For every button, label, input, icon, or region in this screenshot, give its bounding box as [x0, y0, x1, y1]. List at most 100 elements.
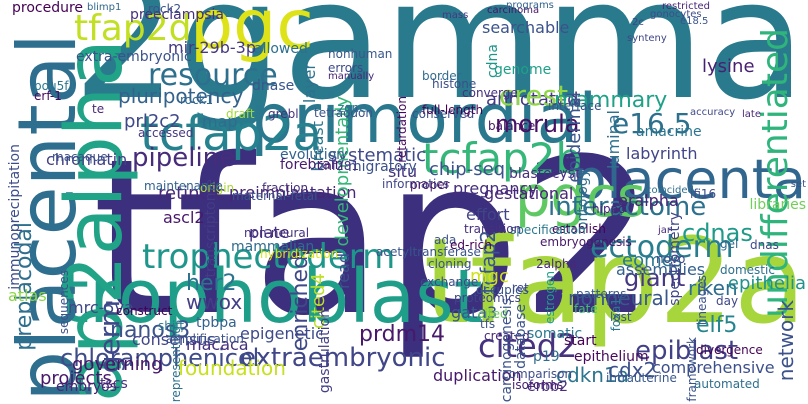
word-histone: histone	[432, 77, 477, 91]
word-converge: converge	[462, 86, 518, 100]
word-duplication: duplication	[433, 366, 522, 385]
word-hippo: hippo	[592, 202, 626, 216]
word-systematic: systematic	[328, 145, 427, 166]
word-maintenance: maintenance	[144, 179, 223, 193]
word-dnas: dnas	[750, 238, 779, 252]
word-somatic: somatic	[527, 326, 583, 342]
word-carcinoma: carcinoma	[487, 5, 540, 16]
word-wwox: wwox	[186, 290, 243, 314]
word-establish: establish	[552, 222, 606, 236]
word-erf-1: erf-1	[34, 89, 62, 103]
word-balance: balance	[488, 119, 536, 133]
word-epithelium: epithelium	[574, 349, 649, 365]
word-nanos3: nanos3	[110, 318, 191, 343]
word-ret: ret	[512, 281, 529, 295]
word-amplification: amplification	[166, 332, 244, 346]
word-layer: layer	[300, 63, 319, 104]
word-divergence: divergence	[696, 343, 763, 357]
word-morula: morula	[495, 110, 580, 138]
word-trophoblast: trophoblast	[60, 254, 483, 340]
word-coincided: coincided	[646, 185, 694, 196]
word-blimp1: blimp1	[87, 2, 122, 13]
word-chromatin: chromatin	[46, 150, 128, 169]
word-occupies: occupies	[476, 283, 529, 297]
word-synteny: synteny	[627, 33, 667, 44]
word-fate: fate	[574, 302, 598, 316]
word-fraction: fraction	[262, 181, 309, 195]
word-map: map	[202, 112, 238, 131]
word-annotated: annotated	[486, 89, 579, 110]
word-specification: specification	[510, 223, 586, 237]
word-non-neural: non-neural	[244, 226, 310, 240]
word-conserved: conserved	[412, 107, 475, 121]
word-embryogenesis: embryogenesis	[540, 235, 632, 249]
word-procedure: procedure	[12, 0, 84, 16]
word-sequences: sequences	[57, 270, 71, 335]
word-set: set	[790, 179, 806, 190]
word-pregnancy: pregnancy	[453, 179, 538, 198]
word-draft: draft	[226, 107, 255, 121]
word-crest: crest	[499, 79, 569, 112]
word-atlas: atlas	[8, 286, 47, 305]
word-maternal-fetal: maternal-fetal	[232, 189, 318, 203]
word-giant: giant	[624, 264, 686, 292]
word-tfs: tfs	[480, 317, 496, 331]
word-pgc: pgc	[190, 0, 314, 65]
word-plate: plate	[249, 223, 290, 242]
word-automated: automated	[694, 377, 760, 391]
word-immunoprecipitation: immunoprecipitation	[7, 144, 23, 290]
word-acetyltransferase: acetyltransferase	[376, 245, 481, 259]
word-rock1: rock1	[180, 93, 214, 107]
word-mgc: mgc	[470, 266, 509, 287]
word-mir-29b-3p: mir-29b-3p	[168, 38, 256, 57]
word-rock2: rock2	[148, 2, 182, 16]
word-cdna: cdna	[485, 44, 501, 79]
word-novo: novo	[656, 252, 686, 266]
word-mammary: mammary	[554, 88, 668, 113]
word-prdm14: prdm14	[359, 322, 446, 347]
word-nonneural: nonneural	[568, 286, 670, 310]
word-te: te	[92, 102, 105, 116]
word-e18-5: e18.5	[680, 16, 709, 27]
word-cited: cited	[478, 307, 508, 321]
word-mammalian: mammalian	[231, 239, 315, 255]
word-tfap2d: tfap2d	[74, 8, 192, 49]
word-gonocytes: gonocytes	[650, 9, 702, 20]
word-macaca: macaca	[186, 335, 249, 354]
word-searchable: searchable	[482, 18, 570, 37]
word-chloramphenicol: chloramphenicol	[60, 344, 260, 372]
word-retinoic: retinoic	[158, 183, 226, 204]
word-placenta: placenta	[572, 148, 806, 211]
word-cdkn1a: cdkn1a	[556, 363, 629, 387]
word-riken: riken	[688, 276, 738, 300]
word-2alpha: 2alpha	[536, 257, 577, 271]
word-forebrain: forebrain	[280, 157, 344, 173]
word-tfap2: tfap2	[92, 112, 658, 363]
word-full-length: full-length	[422, 103, 484, 117]
word-mass: mass	[442, 10, 469, 21]
word-prl2c2: prl2c2	[124, 111, 181, 132]
word-interactome: interactome	[548, 192, 707, 222]
word-assemblies: assemblies	[616, 260, 706, 279]
word-tcfap2b: tcfap2b	[422, 134, 583, 183]
word-comprehensive: comprehensive	[652, 358, 775, 377]
word-read: read	[334, 253, 353, 290]
word-gastrulation: gastrulation	[317, 309, 333, 394]
word-border: border	[422, 69, 462, 83]
word-lineages: lineages	[695, 275, 709, 326]
word-patterns: patterns	[576, 287, 627, 301]
word-pipeline: pipeline	[132, 143, 236, 173]
word-extraembryonic: extraembryonic	[240, 343, 446, 373]
word-zone: zone	[338, 101, 367, 115]
word-database: database	[513, 304, 529, 369]
word-tfap2a: tfap2a	[423, 212, 806, 350]
word-labyrinth: labyrinth	[626, 144, 698, 163]
word-primordial: primordial	[250, 80, 598, 159]
word-allowed: allowed	[254, 41, 308, 57]
word-evolution: evolution	[280, 147, 346, 163]
word-ed-rich: ed-rich	[450, 238, 492, 252]
word-chip-seq: chip-seq	[429, 159, 506, 180]
word-eomes: eomes	[622, 250, 683, 271]
word-effort: effort	[466, 205, 510, 224]
word-blastocyst: blastocyst	[509, 166, 581, 182]
